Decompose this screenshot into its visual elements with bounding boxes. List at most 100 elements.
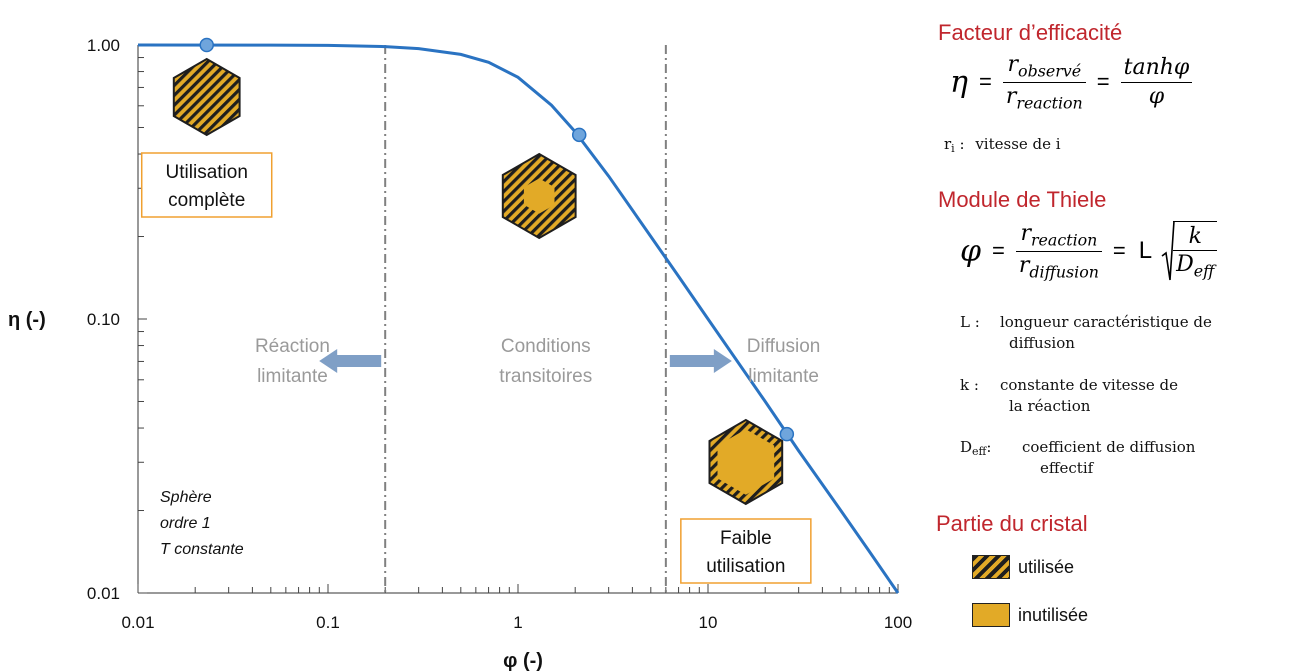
r-diffusion: r	[1018, 252, 1030, 278]
legend-used: utilisée	[972, 555, 1074, 579]
highlight-point-2	[571, 127, 587, 143]
ri-definition: ri : vitesse de i	[944, 134, 1061, 159]
solid-swatch-icon	[972, 603, 1010, 627]
x-tick-label: 1	[513, 613, 522, 632]
deff-line-2: effectif	[1040, 459, 1094, 477]
complete-utilisation-box-line: Utilisation	[166, 162, 248, 183]
k-key: k :	[960, 376, 979, 394]
crystal-shell	[172, 57, 241, 137]
k-line-2: la réaction	[1009, 397, 1091, 415]
region-label-3: limitante	[748, 366, 819, 387]
k-line-1: constante de vitesse de	[1000, 376, 1179, 394]
complete-utilisation-box-border	[140, 152, 273, 218]
low-utilisation-box: Faible utilisation	[680, 518, 812, 584]
thiele-title: Module de Thiele	[938, 187, 1107, 212]
region-boundaries	[384, 45, 667, 593]
chart-text: 0.01 0.1 1 10 100 0.01 0.10 1.00 φ (-) η (-) Réact…	[8, 36, 912, 672]
region-label-1: Réaction	[255, 336, 330, 357]
equals-sign-2: =	[1096, 69, 1110, 95]
x-axis-label: φ (-)	[503, 650, 543, 672]
r-reaction-sub: reaction	[1016, 93, 1083, 113]
low-utilisation-box-border	[680, 518, 812, 584]
tanh-numerator: tanhφ	[1120, 55, 1193, 83]
region-arrow-right-icon	[669, 349, 732, 373]
crystal-core	[717, 429, 775, 495]
l-value: longueur caractéristique de diffusion	[1000, 312, 1212, 354]
x-tick-label: 10	[699, 613, 718, 632]
region-label-3: Diffusion	[747, 336, 821, 357]
low-utilisation-box-line: Faible	[720, 528, 772, 549]
deff-definition: Deff: coefficient de diffusion effectif	[960, 437, 1195, 479]
k-definition: k : constante de vitesse de la réaction	[960, 375, 1178, 417]
efficiency-curve	[137, 43, 900, 594]
thiele-formula: φ = rreaction rdiffusion = L k Deff	[960, 220, 1218, 282]
y-tick-label: 1.00	[87, 36, 120, 55]
region-label-1: limitante	[257, 366, 328, 387]
legend-unused: inutilisée	[972, 603, 1088, 627]
crystal-thin-shell-used-icon	[708, 418, 784, 506]
crystal-title: Partie du cristal	[936, 511, 1088, 536]
r-observed-sub: observé	[1018, 61, 1082, 81]
r-diffusion-sub: diffusion	[1029, 262, 1099, 282]
crystal-shell-used-icon	[501, 152, 577, 240]
l-line-2: diffusion	[1009, 334, 1075, 352]
arrow-right-icon	[669, 349, 732, 373]
region-label-2: Conditions	[501, 336, 591, 357]
x-tick-label: 0.01	[121, 613, 154, 632]
region-arrow-left-icon	[319, 349, 382, 373]
theory-panel: Facteur d’efficacité η = robservé rreact…	[930, 0, 1285, 672]
thiele-equals: =	[992, 238, 1005, 263]
crystal-fully-used-icon	[172, 57, 241, 137]
legend-used-label: utilisée	[1018, 556, 1075, 577]
d-eff-sub: eff	[1193, 261, 1215, 281]
sqrt-term: k Deff	[1161, 220, 1218, 282]
arrow-left-icon	[319, 349, 382, 373]
efficiency-curve-layer	[137, 37, 900, 594]
tanh-ratio: tanhφ φ	[1120, 55, 1193, 109]
l-line-1: longueur caractéristique de	[1000, 313, 1212, 331]
highlight-point-3	[779, 426, 795, 442]
length-L: L	[1138, 237, 1153, 264]
eta-symbol: η	[950, 64, 968, 100]
y-tick-label: 0.01	[87, 584, 120, 603]
conditions-note: T constante	[160, 541, 244, 558]
r-reaction-th-sub: reaction	[1030, 230, 1098, 250]
thiele-equals-2: =	[1112, 238, 1126, 263]
conditions-note: ordre 1	[160, 515, 211, 532]
deff-line-1: coefficient de diffusion	[1022, 438, 1196, 456]
k-value: constante de vitesse de la réaction	[1000, 375, 1178, 417]
y-tick-label: 0.10	[87, 310, 120, 329]
d-eff: D	[1176, 252, 1194, 278]
rate-constant-k: k	[1173, 224, 1218, 252]
crystal-icons	[172, 57, 784, 506]
ri-key: ri :	[944, 135, 965, 155]
x-tick-label: 0.1	[316, 613, 340, 632]
l-definition: L : longueur caractéristique de diffusion	[960, 312, 1212, 354]
complete-utilisation-box: Utilisation complète	[140, 152, 273, 218]
complete-utilisation-box-line: complète	[168, 190, 245, 211]
r-observed: r	[1007, 52, 1019, 77]
efficiency-title: Facteur d’efficacité	[938, 20, 1123, 45]
sqrt-icon	[1161, 220, 1175, 281]
conditions-note: Sphère	[160, 489, 212, 506]
highlight-point-1	[199, 37, 214, 53]
ri-value: vitesse de i	[975, 135, 1061, 153]
tanh-denominator: φ	[1148, 83, 1165, 109]
phi-symbol: φ	[960, 233, 982, 269]
x-tick-label: 100	[884, 613, 912, 632]
region-label-2: transitoires	[499, 366, 592, 387]
crystal-core	[523, 178, 555, 214]
chart-frame	[137, 44, 899, 594]
efficiency-formula: η = robservé rreaction = tanhφ φ	[950, 52, 1193, 113]
rate-ratio: robservé rreaction	[1002, 52, 1086, 113]
efficiency-chart: 0.01 0.1 1 10 100 0.01 0.10 1.00 φ (-) η (-) Réact…	[8, 36, 912, 672]
hatched-swatch-icon	[972, 555, 1010, 579]
low-utilisation-box-line: utilisation	[706, 556, 785, 577]
deff-value: coefficient de diffusion effectif	[1022, 437, 1195, 479]
equals-sign: =	[978, 69, 992, 95]
r-reaction-th: r	[1020, 220, 1031, 246]
thiele-ratio: rreaction rdiffusion	[1015, 220, 1102, 282]
y-axis-label: η (-)	[8, 309, 46, 331]
l-key: L :	[960, 313, 980, 331]
r-reaction: r	[1005, 83, 1017, 109]
